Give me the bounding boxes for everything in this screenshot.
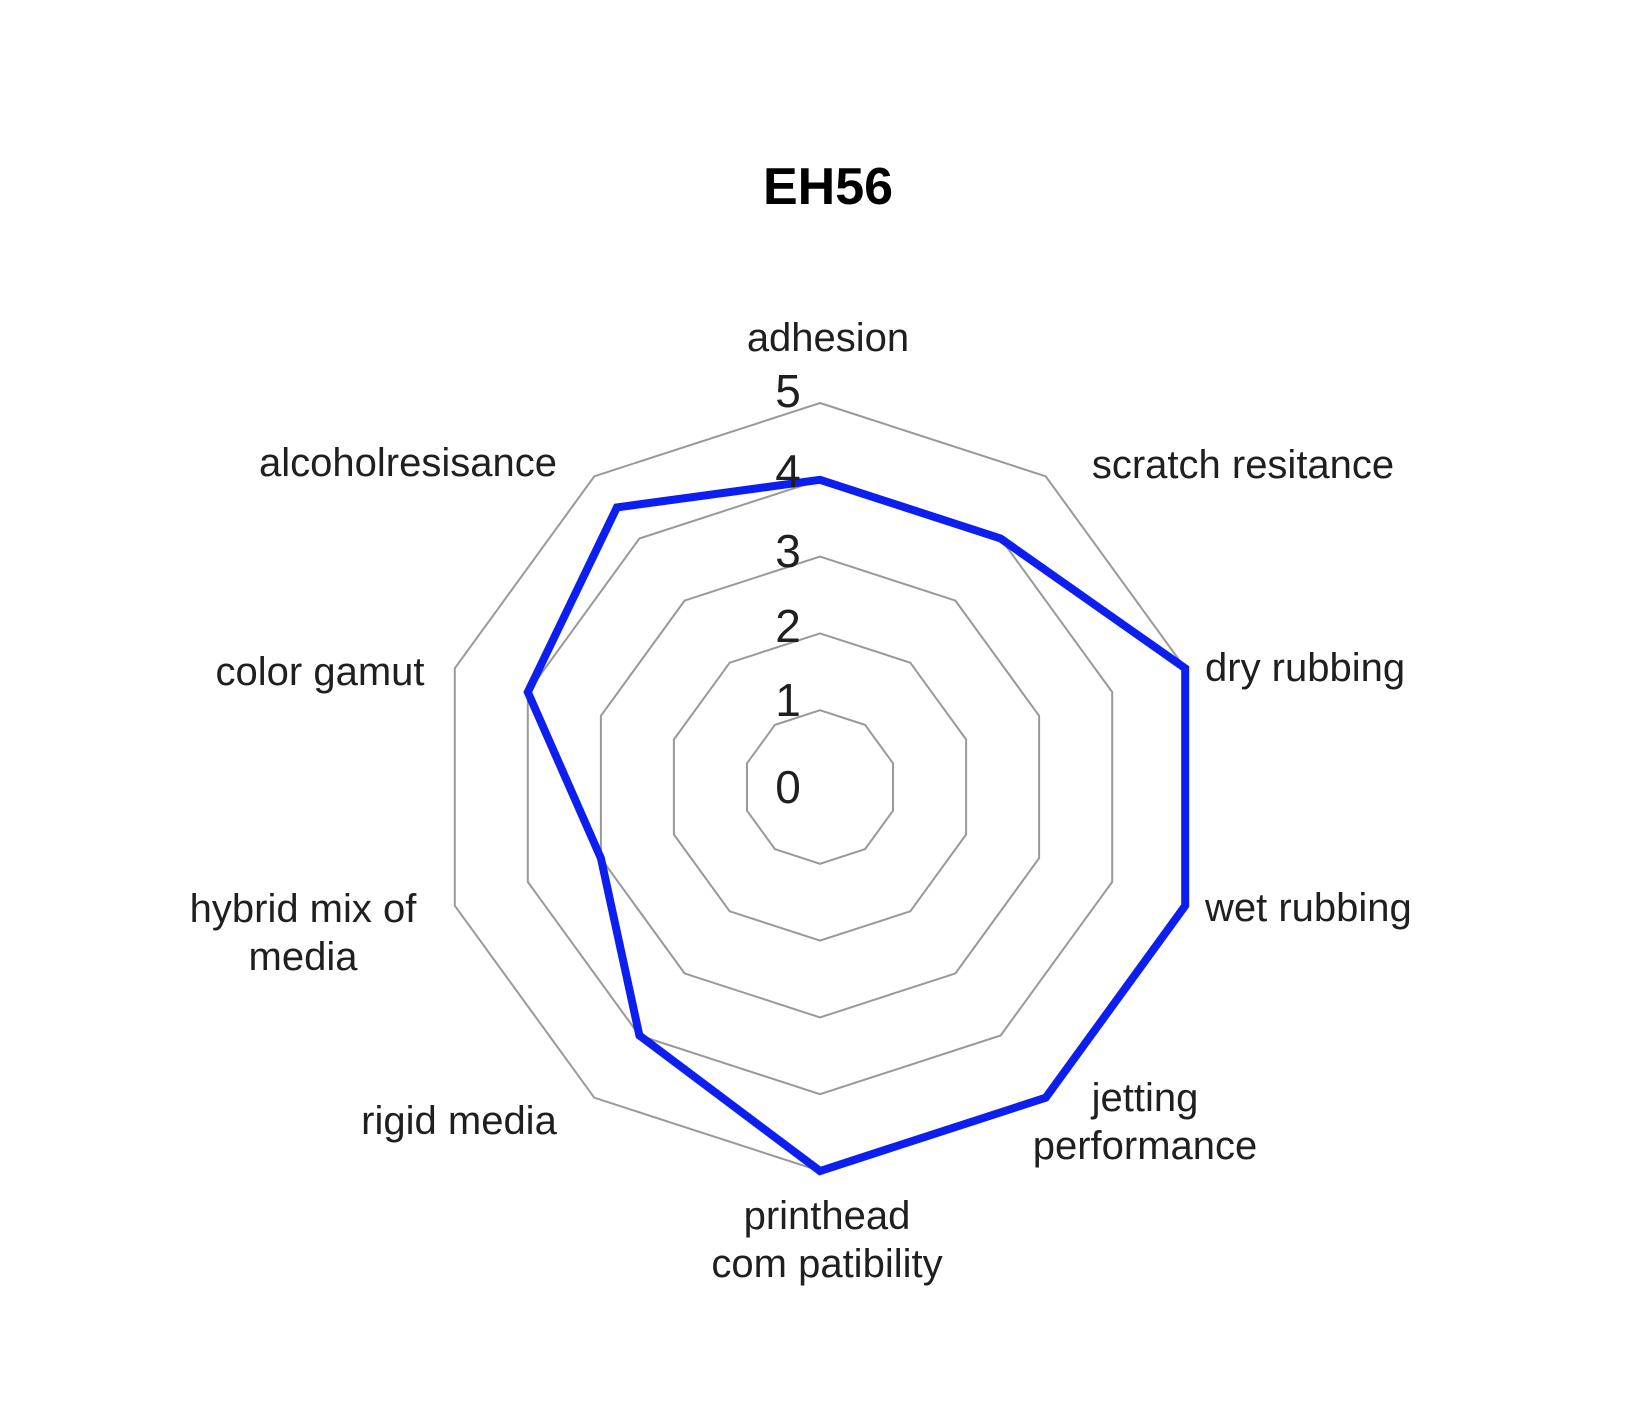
axis-label-dry-rubbing: dry rubbing	[1205, 646, 1406, 690]
radial-gridlines	[453, 401, 1187, 1173]
axis-label-rigid-media: rigid media	[361, 1099, 557, 1143]
grid-ring-3	[599, 555, 1041, 1019]
tick-label-4: 4	[775, 445, 801, 497]
axis-label-jetting-performance: jetting performance	[1032, 1076, 1258, 1168]
axis-label-wet-rubbing: wet rubbing	[1205, 886, 1412, 930]
tick-label-0: 0	[775, 761, 801, 813]
tick-label-3: 3	[775, 525, 801, 577]
axis-label-alcoholresisance: alcoholresisance	[259, 441, 557, 485]
tick-label-1: 1	[775, 674, 801, 726]
data-series-layer	[523, 475, 1190, 1176]
tick-label-2: 2	[775, 600, 801, 652]
series-polygon-eh56	[523, 475, 1190, 1176]
grid-ring-2	[672, 632, 968, 942]
axis-label-scratch-resitance: scratch resitance	[1091, 443, 1395, 487]
grid-ring-4	[526, 478, 1114, 1096]
grid-ring-1	[746, 709, 894, 865]
axis-label-adhesion: adhesion	[746, 316, 910, 360]
chart-title: EH56	[762, 158, 894, 216]
axis-label-hybrid-mix-of-media: hybrid mix of media	[189, 887, 417, 979]
axis-label-color-gamut: color gamut	[215, 650, 425, 694]
axis-label-printhead-com-patibility: printhead com patibility	[711, 1194, 943, 1286]
tick-label-5: 5	[775, 365, 801, 417]
